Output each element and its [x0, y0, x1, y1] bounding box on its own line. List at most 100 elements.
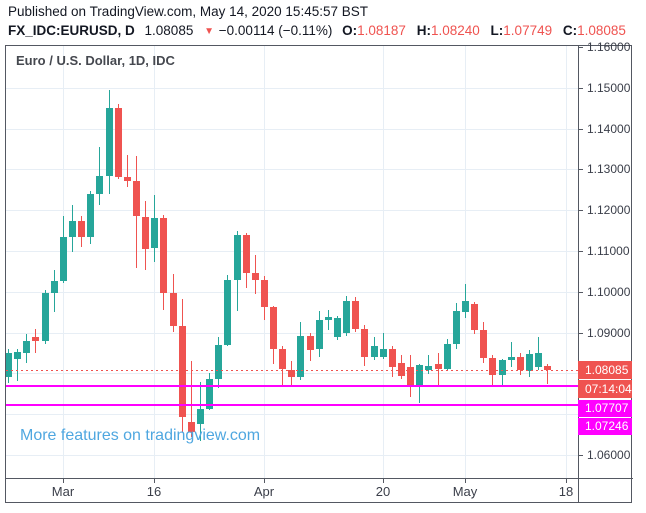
horizontal-gridline [6, 210, 578, 211]
candle-body [279, 349, 286, 369]
watermark-link[interactable]: More features on tradingview.com [20, 427, 261, 444]
time-tick-label: May [452, 484, 478, 499]
price-tick-label: 1.13000 [587, 162, 631, 176]
candle-body [517, 357, 524, 370]
candle-body [234, 235, 241, 280]
horizontal-gridline [6, 169, 578, 170]
candle-body [480, 330, 487, 358]
level-line [6, 385, 578, 387]
candle-body [416, 365, 423, 385]
candle-body [371, 346, 378, 357]
time-tick-label: Apr [253, 484, 275, 499]
time-tick [154, 479, 155, 483]
last-price: 1.08085 [144, 23, 194, 38]
candle-body [325, 317, 332, 320]
time-axis-separator [5, 478, 633, 479]
horizontal-gridline [6, 292, 578, 293]
last-price-label: 1.08085 [578, 361, 632, 379]
candle-body [535, 353, 542, 367]
price-change: −0.00114 (−0.11%) [218, 23, 333, 38]
candle-body [444, 344, 451, 369]
candle-body [69, 221, 76, 237]
price-tick-label: 1.15000 [587, 81, 631, 95]
candle-body [142, 217, 149, 249]
candle-body [297, 336, 304, 377]
candle-body [124, 177, 131, 181]
low-value: 1.07749 [503, 23, 553, 38]
price-tick [578, 292, 583, 293]
candle-body [60, 237, 67, 281]
high-value: 1.08240 [430, 23, 480, 38]
candle-wick [383, 333, 384, 359]
down-triangle-icon: ▼ [204, 26, 215, 37]
candle-body [380, 349, 387, 357]
price-axis-separator [578, 45, 579, 503]
candle-body [526, 354, 533, 371]
candle-body [115, 108, 122, 177]
time-tick-label: 20 [375, 484, 391, 499]
candle-wick [127, 155, 128, 187]
open-value: 1.08187 [357, 23, 406, 38]
price-tick [578, 129, 583, 130]
time-tick-label: 16 [146, 484, 162, 499]
candle-body [42, 293, 49, 341]
candle-body [179, 326, 186, 417]
candle-body [206, 379, 213, 409]
candle-wick [547, 364, 548, 384]
candle-body [151, 218, 158, 248]
candle-wick [328, 310, 329, 330]
candle-wick [35, 329, 36, 353]
level-line-label: 1.07246 [578, 418, 632, 435]
time-tick [383, 479, 384, 483]
level-line [6, 404, 578, 406]
candle-body [270, 307, 277, 349]
price-tick-label: 1.11000 [587, 244, 630, 258]
candle-body [352, 301, 359, 329]
candle-body [23, 341, 30, 353]
high-label: H: [416, 23, 431, 38]
candle-body [462, 301, 469, 312]
candle-body [489, 358, 496, 375]
price-tick [578, 251, 583, 252]
candle-body [499, 360, 506, 375]
candle-body [14, 352, 21, 359]
candle-body [361, 329, 368, 357]
candle-body [471, 304, 478, 330]
candle-body [288, 370, 295, 377]
horizontal-gridline [6, 88, 578, 89]
symbol-name[interactable]: FX_IDC:EURUSD, D [8, 23, 135, 38]
candle-body [316, 320, 323, 349]
horizontal-gridline [6, 129, 578, 130]
chart-frame [5, 45, 632, 503]
time-tick [264, 479, 265, 483]
horizontal-gridline [6, 251, 578, 252]
price-tick [578, 333, 583, 334]
plot-area[interactable]: Euro / U.S. Dollar, 1D, IDC More feature… [6, 46, 578, 478]
open-label: O: [342, 23, 358, 38]
time-tick [63, 479, 64, 483]
candle-body [453, 311, 460, 344]
low-label: L: [490, 23, 504, 38]
vertical-gridline [154, 46, 155, 478]
time-tick [465, 479, 466, 483]
close-value: 1.08085 [577, 23, 626, 38]
candle-body [544, 366, 551, 370]
candle-body [133, 181, 140, 216]
candle-body [307, 336, 314, 350]
candle-wick [428, 355, 429, 374]
price-tick [578, 455, 583, 456]
horizontal-gridline [6, 333, 578, 334]
close-label: C: [562, 23, 578, 38]
price-tick-label: 1.09000 [587, 326, 631, 340]
price-tick-label: 1.14000 [587, 122, 631, 136]
candle-body [261, 280, 268, 307]
horizontal-gridline [6, 414, 578, 415]
countdown-label: 07:14:04 [578, 380, 632, 398]
price-tick [578, 169, 583, 170]
candle-body [32, 337, 39, 341]
candle-body [252, 273, 259, 280]
candle-body [398, 363, 405, 376]
candle-body [78, 221, 85, 237]
vertical-gridline [465, 46, 466, 478]
